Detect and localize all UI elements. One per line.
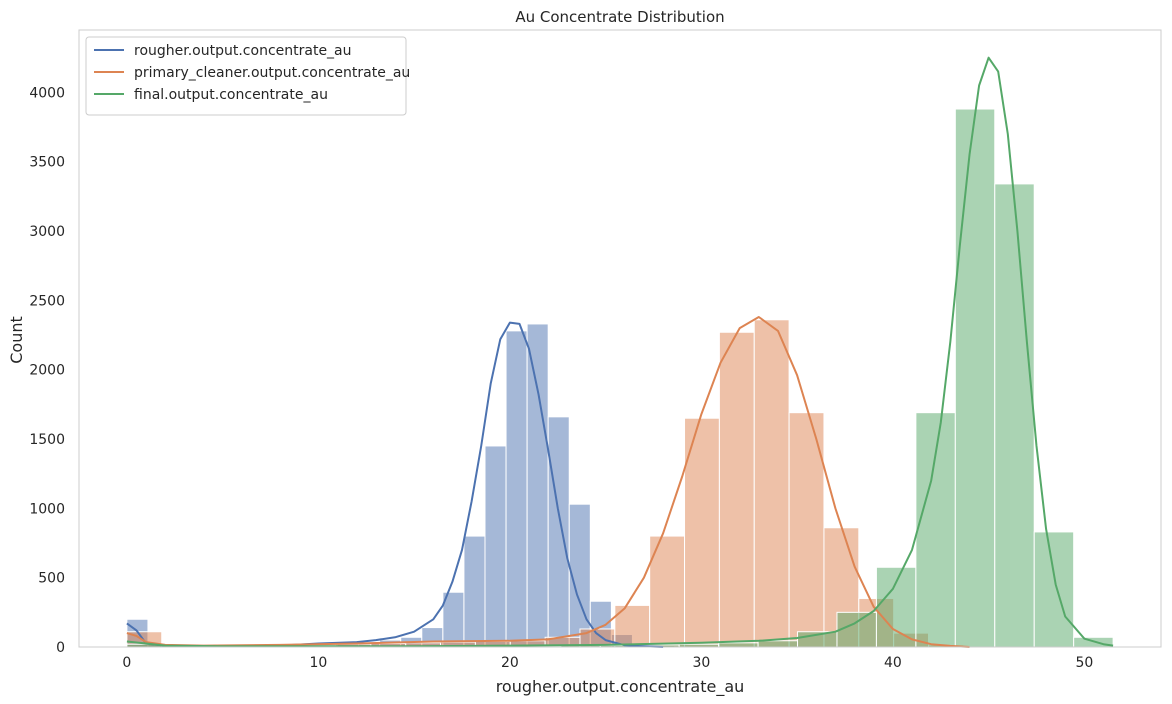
x-tick-label: 50 xyxy=(1075,655,1093,671)
histogram-bar xyxy=(954,108,996,648)
chart-title: Au Concentrate Distribution xyxy=(515,8,724,26)
x-tick-label: 20 xyxy=(501,655,519,671)
histogram-bar xyxy=(875,566,917,648)
series-bars-0 xyxy=(126,323,676,648)
x-axis-title: rougher.output.concentrate_au xyxy=(496,677,745,697)
y-tick-label: 3000 xyxy=(29,224,65,240)
histogram-bar xyxy=(526,323,549,648)
histogram-bar xyxy=(718,642,759,648)
x-tick-label: 10 xyxy=(309,655,327,671)
legend: rougher.output.concentrate_au primary_cle… xyxy=(85,36,410,116)
histogram-bar xyxy=(1033,531,1075,648)
y-axis-ticks: 0 500 1000 1500 2000 2500 3000 3500 4000 xyxy=(29,85,65,656)
x-tick-label: 40 xyxy=(884,655,902,671)
y-tick-label: 4000 xyxy=(29,85,65,101)
histogram-bar xyxy=(994,183,1035,648)
histogram-bar xyxy=(753,319,790,648)
histogram-bar xyxy=(547,416,570,648)
histogram-bar xyxy=(505,330,528,648)
y-axis-title: Count xyxy=(7,316,26,364)
y-tick-label: 1500 xyxy=(29,432,65,448)
kde-line-2 xyxy=(126,56,1114,648)
legend-label: primary_cleaner.output.concentrate_au xyxy=(134,65,410,81)
x-axis-ticks: 0 10 20 30 40 50 xyxy=(122,655,1093,671)
y-tick-label: 3500 xyxy=(29,155,65,171)
y-tick-label: 0 xyxy=(56,640,65,656)
histogram-bar xyxy=(442,591,465,648)
y-tick-label: 1000 xyxy=(29,501,65,517)
histogram-bar xyxy=(484,445,507,648)
legend-label: rougher.output.concentrate_au xyxy=(134,43,352,59)
y-tick-label: 2000 xyxy=(29,363,65,379)
x-tick-label: 30 xyxy=(692,655,710,671)
histogram-bar xyxy=(757,640,799,648)
legend-box xyxy=(85,36,407,116)
legend-label: final.output.concentrate_au xyxy=(134,87,328,103)
y-tick-label: 2500 xyxy=(29,293,65,309)
histogram-bar xyxy=(718,331,755,648)
histogram-bar xyxy=(788,412,825,648)
plot-frame xyxy=(78,29,1162,648)
histogram-bar xyxy=(684,417,720,648)
kde-line-1 xyxy=(126,316,970,648)
histogram-bar xyxy=(463,535,486,648)
histogram-bar xyxy=(836,611,877,648)
y-tick-label: 500 xyxy=(38,571,65,587)
x-tick-label: 0 xyxy=(122,655,131,671)
kde-curves xyxy=(126,56,1114,648)
